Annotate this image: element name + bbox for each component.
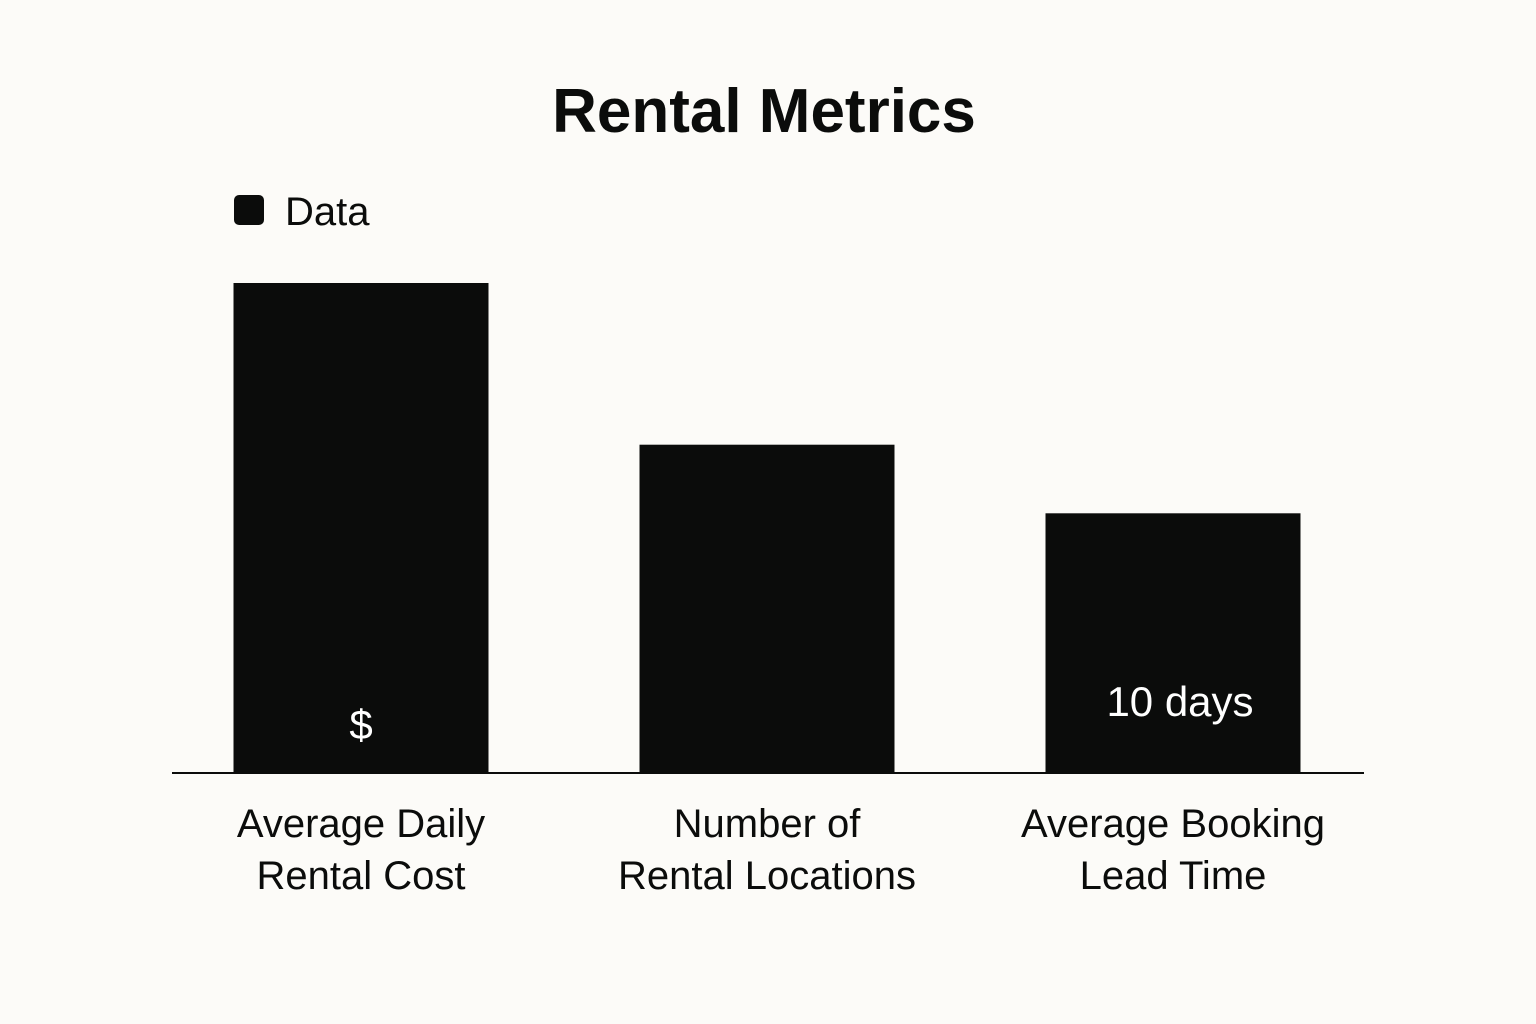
category-label-2-line-2: Rental Locations	[618, 854, 916, 898]
bar-data-label-3: 10 days	[1106, 678, 1253, 725]
category-label-2-line-1: Number of	[674, 802, 862, 846]
legend-label: Data	[285, 190, 370, 234]
bars-layer: $10 days	[233, 283, 1301, 773]
category-label-3-line-1: Average Booking	[1021, 802, 1325, 846]
legend-swatch	[234, 195, 264, 225]
category-labels: Average Daily Rental Cost Number of Rental …	[237, 802, 1325, 898]
category-label-1-line-1: Average Daily	[237, 802, 485, 846]
bar-1	[233, 283, 489, 773]
chart-title: Rental Metrics	[552, 77, 976, 146]
bar-data-label-1: $	[349, 701, 372, 748]
bar-2	[639, 444, 895, 773]
legend: Data	[234, 190, 370, 234]
category-label-1-line-2: Rental Cost	[257, 854, 466, 898]
bar-3	[1045, 513, 1301, 773]
category-label-3-line-2: Lead Time	[1080, 854, 1267, 898]
